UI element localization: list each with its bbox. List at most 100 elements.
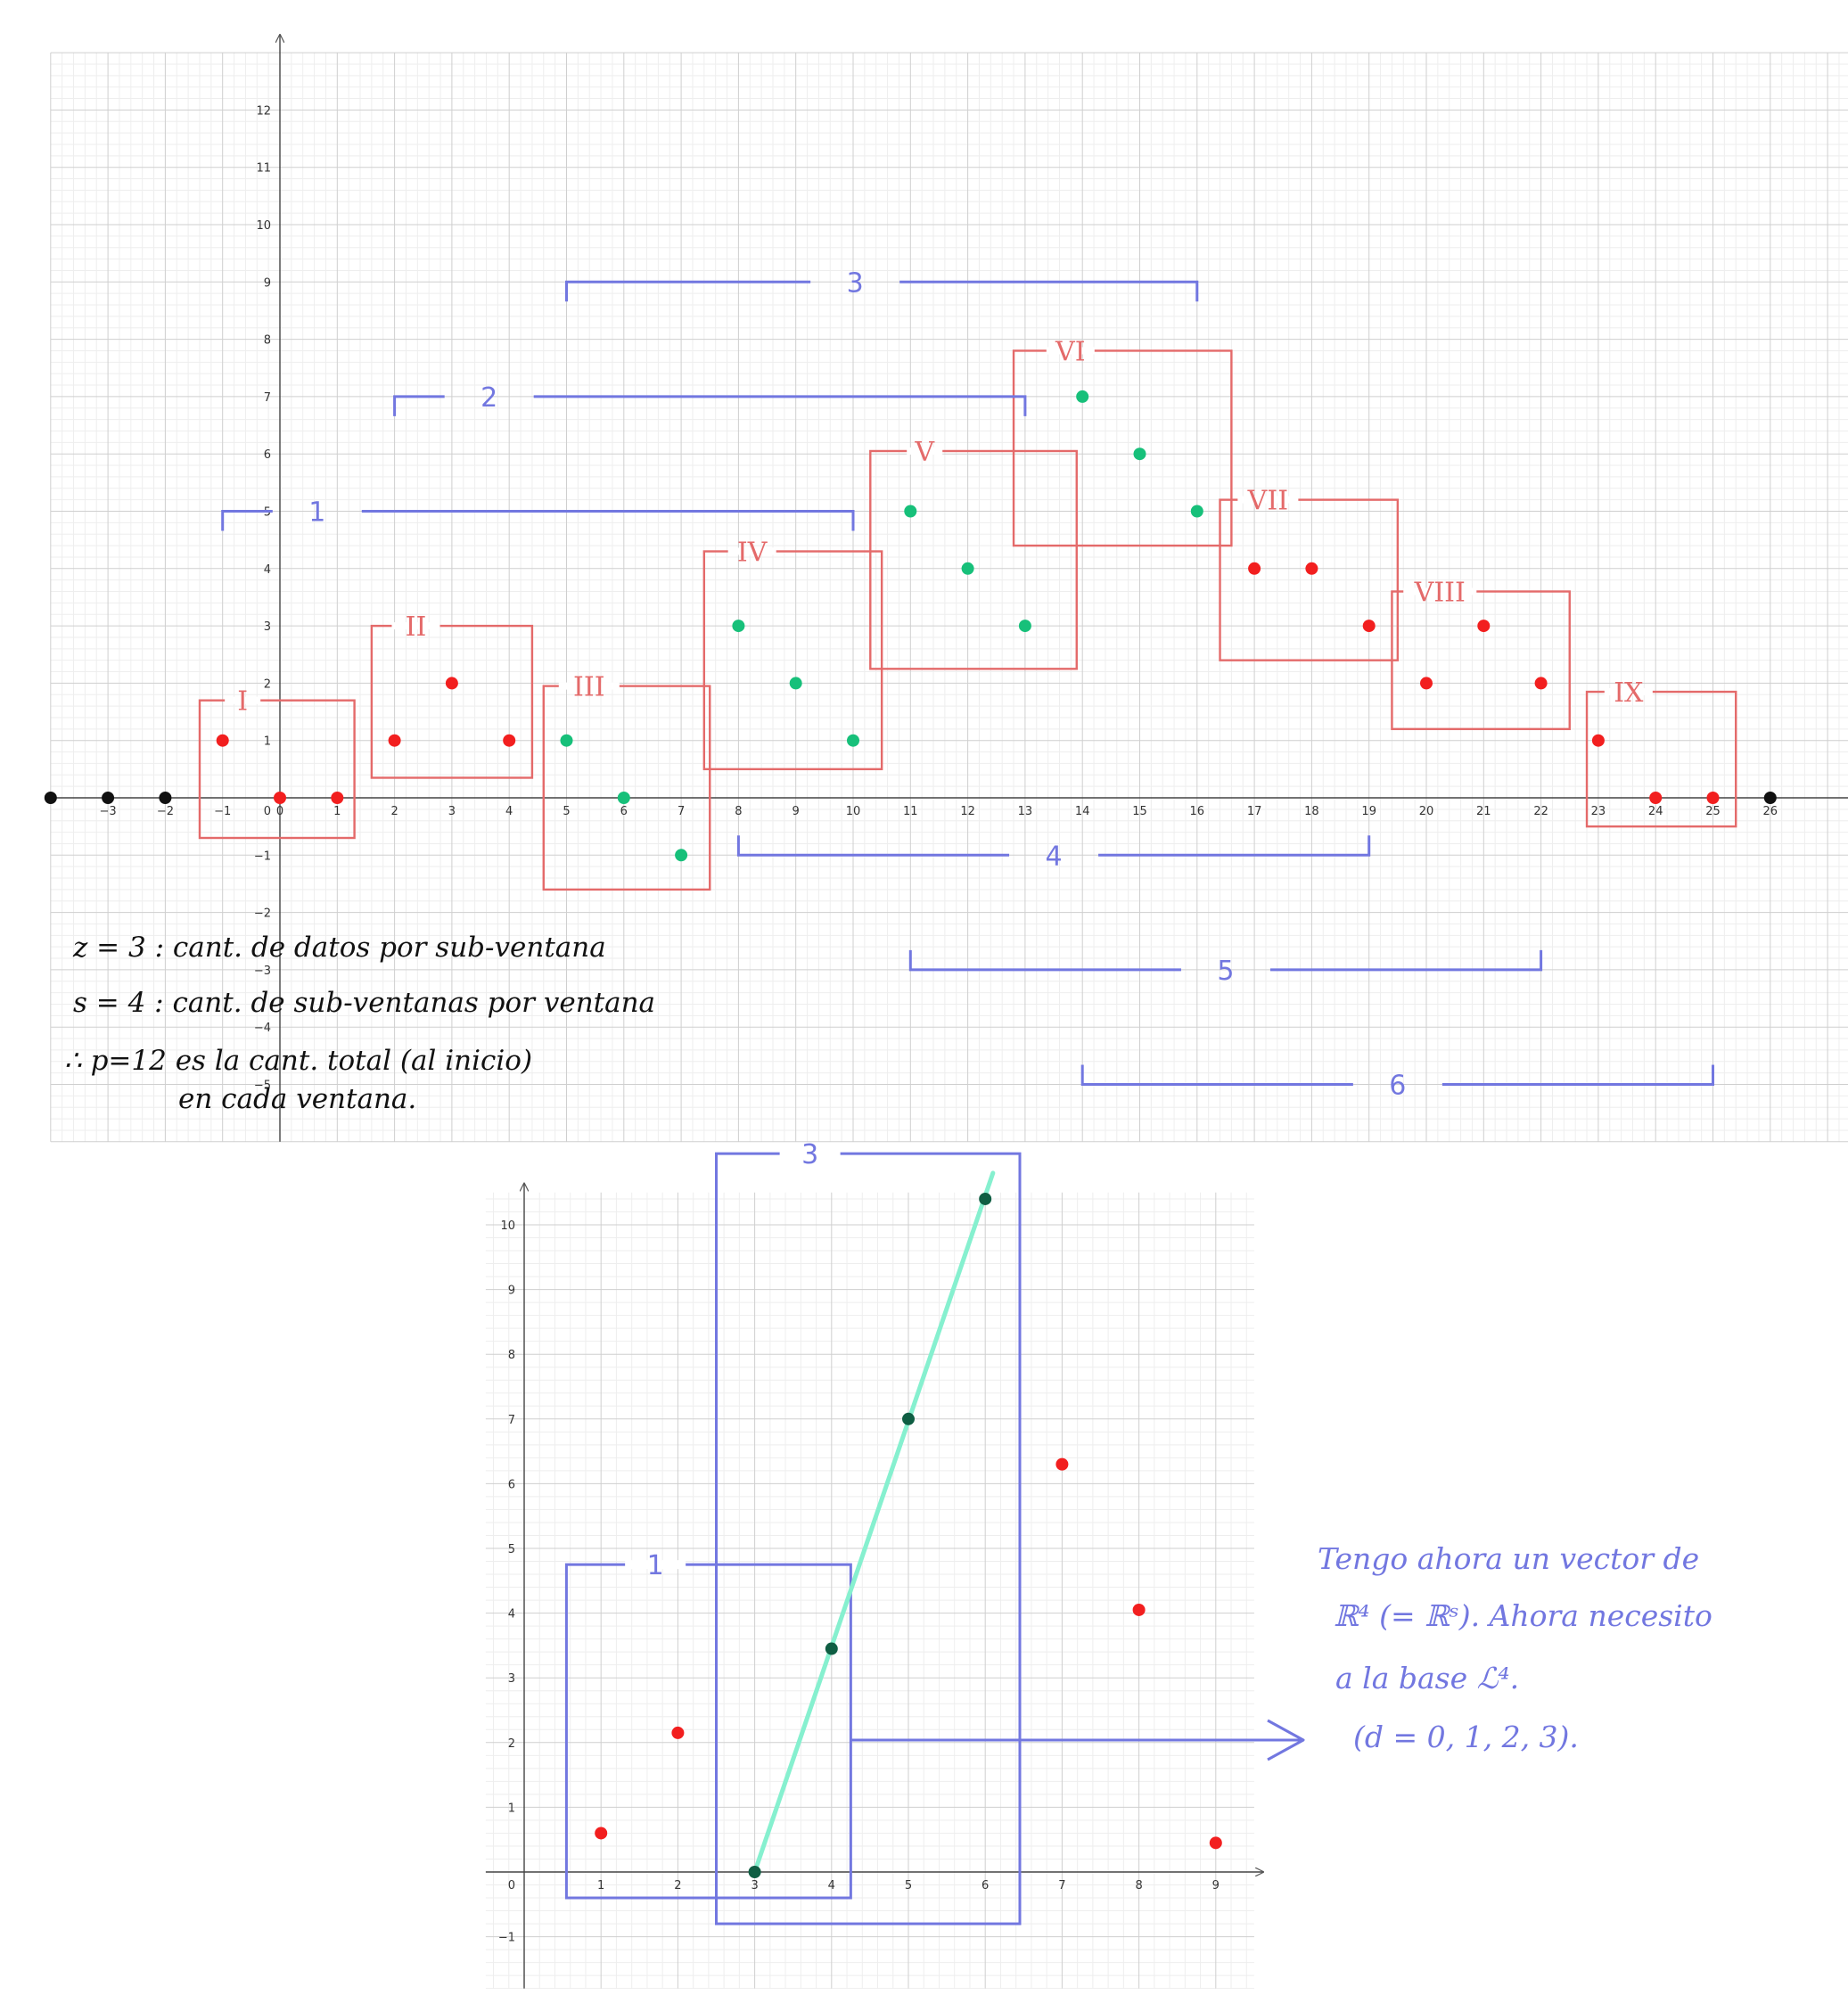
top-x-tick-label: 15 bbox=[1132, 805, 1147, 818]
data-point bbox=[102, 792, 115, 804]
right-note-line-2: ℝ⁴ (= ℝˢ). Ahora necesito bbox=[1334, 1598, 1712, 1633]
data-point bbox=[1133, 447, 1146, 461]
data-point bbox=[1190, 505, 1203, 518]
data-point bbox=[159, 792, 172, 804]
bottom-y-tick-label: 1 bbox=[508, 1802, 515, 1815]
window-box bbox=[564, 1563, 852, 1900]
fit-line bbox=[752, 1170, 996, 1875]
sub-window-box bbox=[370, 624, 534, 779]
top-x-tick-label: 26 bbox=[1763, 805, 1778, 818]
data-point bbox=[979, 1192, 992, 1205]
right-note-line-4: (d = 0, 1, 2, 3). bbox=[1353, 1720, 1579, 1754]
data-point bbox=[1649, 792, 1663, 804]
data-point bbox=[1248, 562, 1261, 575]
bottom-x-tick-label: 1 bbox=[597, 1879, 604, 1892]
bottom-x-tick-label: 7 bbox=[1058, 1879, 1065, 1892]
window-bracket-right bbox=[1269, 949, 1543, 972]
sub-window-label-gap bbox=[907, 447, 943, 455]
sub-window-label-gap bbox=[391, 622, 440, 630]
data-point bbox=[1209, 1836, 1222, 1850]
data-point bbox=[748, 1866, 761, 1878]
bottom-y-tick-label: 10 bbox=[500, 1219, 515, 1233]
top-y-tick-label: −3 bbox=[254, 965, 271, 978]
data-point bbox=[274, 792, 286, 804]
bottom-fit-chart: 1 2 3 4 5 6 7 8 9 −1 1 2 3 4 5 6 7 8 9 10 0 1 3 bbox=[485, 1139, 1305, 1990]
top-x-tick-label: −1 bbox=[214, 805, 231, 818]
top-x-tick-label: 18 bbox=[1304, 805, 1319, 818]
top-x-tick-label: 10 bbox=[846, 805, 861, 818]
bottom-y-tick-label: 2 bbox=[508, 1737, 515, 1751]
data-point bbox=[1591, 734, 1605, 747]
sub-window-label: IV bbox=[737, 538, 768, 569]
top-x-tick-label: 9 bbox=[793, 805, 800, 818]
top-y-tick-label: −2 bbox=[254, 907, 271, 921]
bottom-x-tick-label: 3 bbox=[751, 1879, 758, 1892]
top-x-tick-label: 21 bbox=[1476, 805, 1491, 818]
top-x-tick-label: 17 bbox=[1247, 805, 1262, 818]
sub-window-label: VI bbox=[1055, 336, 1086, 367]
top-x-tick-label: 3 bbox=[448, 805, 456, 818]
sub-window-label: II bbox=[406, 612, 427, 643]
data-point bbox=[503, 734, 516, 747]
window-label: 2 bbox=[480, 382, 497, 414]
sub-window-box bbox=[198, 699, 356, 840]
bottom-y-tick-label: 6 bbox=[508, 1478, 515, 1491]
top-x-tick-label: 16 bbox=[1190, 805, 1205, 818]
data-point bbox=[847, 734, 859, 747]
top-windowing-chart: −3 −2 −1 0 1 2 3 4 5 6 7 8 9 10 11 12 13 14 15 16 17 18 19 20 21… bbox=[44, 35, 1848, 1143]
sub-window-label: I bbox=[237, 686, 248, 718]
top-x-tick-label: 1 bbox=[333, 805, 341, 818]
window-box bbox=[715, 1152, 1022, 1925]
sub-window-box bbox=[869, 449, 1078, 670]
data-point bbox=[1534, 677, 1548, 690]
top-x-tick-label: 22 bbox=[1533, 805, 1548, 818]
data-point bbox=[1132, 1603, 1146, 1616]
sub-window-label-gap bbox=[225, 696, 261, 704]
sub-window-label-gap bbox=[558, 682, 620, 690]
top-y-tick-label: 10 bbox=[256, 219, 271, 233]
sub-window-label-gap bbox=[727, 547, 776, 555]
window-bracket-left bbox=[221, 510, 273, 531]
window-bracket-right bbox=[1098, 835, 1371, 857]
data-point bbox=[1362, 620, 1376, 633]
window-label: 3 bbox=[847, 267, 864, 299]
top-y-tick-label: 9 bbox=[264, 276, 271, 290]
right-note-line-3: a la base ℒ⁴. bbox=[1335, 1661, 1519, 1695]
data-point bbox=[388, 734, 401, 747]
data-point bbox=[1763, 792, 1777, 804]
sub-window-box bbox=[702, 550, 883, 771]
right-note-line-1: Tengo ahora un vector de bbox=[1318, 1541, 1699, 1576]
data-point bbox=[1018, 620, 1031, 633]
top-y-tick-label: 12 bbox=[256, 104, 271, 118]
top-x-tick-label: 2 bbox=[390, 805, 398, 818]
sub-window-label: VII bbox=[1247, 486, 1288, 517]
note-line-1: z = 3 : cant. de datos por sub-ventana bbox=[72, 932, 606, 964]
top-origin-label: 0 bbox=[264, 805, 271, 818]
window-label: 5 bbox=[1217, 956, 1234, 987]
bottom-y-tick-label: 8 bbox=[508, 1349, 515, 1362]
top-x-tick-label: 19 bbox=[1361, 805, 1376, 818]
sub-window-label: VIII bbox=[1414, 578, 1466, 609]
data-point bbox=[1055, 1457, 1069, 1471]
pointer-arrow-head bbox=[1267, 1719, 1305, 1761]
data-point bbox=[595, 1827, 608, 1840]
data-point bbox=[671, 1726, 685, 1739]
data-point bbox=[1477, 620, 1491, 633]
top-y-tick-label: −5 bbox=[254, 1080, 271, 1093]
top-x-tick-label: 23 bbox=[1591, 805, 1606, 818]
data-point bbox=[732, 620, 745, 633]
bottom-y-tick-label: 7 bbox=[508, 1414, 515, 1427]
note-line-3: ∴ p=12 es la cant. total (al inicio) bbox=[64, 1045, 532, 1077]
sub-window-box bbox=[542, 685, 711, 891]
top-x-tick-label: 11 bbox=[903, 805, 918, 818]
window-bracket-left bbox=[736, 835, 1010, 857]
data-point bbox=[1305, 562, 1318, 575]
data-point bbox=[675, 849, 688, 862]
window-bracket-right bbox=[533, 395, 1027, 416]
top-x-tick-label: −3 bbox=[100, 805, 117, 818]
handwritten-annotations: z = 3 : cant. de datos por sub-ventana s… bbox=[64, 932, 1712, 1754]
window-box-label: 3 bbox=[801, 1139, 818, 1170]
bottom-x-tick-label: 6 bbox=[981, 1879, 989, 1892]
bottom-y-tick-label: −1 bbox=[498, 1932, 515, 1945]
